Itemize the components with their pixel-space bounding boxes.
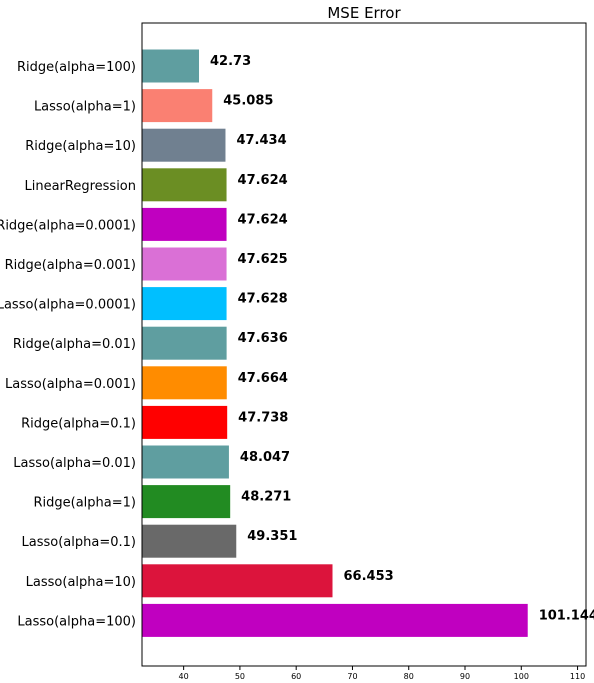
category-label-ridge-alpha-0-01: Ridge(alpha=0.01) [13,337,136,352]
x-tick-label-70: 70 [347,672,357,681]
bar-linearregression [142,168,227,202]
category-label-ridge-alpha-10: Ridge(alpha=10) [25,139,136,154]
bar-lasso-alpha-0-1 [142,524,237,558]
value-label-lasso-alpha-0-0001: 47.628 [238,292,288,307]
value-labels: 42.73 45.085 47.434 47.624 47.624 47.625 47.62… [210,54,594,623]
value-label-lasso-alpha-100: 101.144 [539,608,594,623]
bar-ridge-alpha-0-01 [142,326,227,360]
bar-ridge-alpha-0-0001 [142,207,227,241]
value-label-lasso-alpha-0-01: 48.047 [240,450,290,465]
bar-ridge-alpha-0-1 [142,405,228,439]
bars-layer [142,49,528,637]
category-label-lasso-alpha-0-01: Lasso(alpha=0.01) [13,456,136,471]
bar-lasso-alpha-1 [142,89,213,123]
category-label-lasso-alpha-100: Lasso(alpha=100) [17,614,136,629]
bar-ridge-alpha-0-001 [142,247,227,281]
bar-ridge-alpha-100 [142,49,200,83]
bar-ridge-alpha-10 [142,128,226,162]
value-label-ridge-alpha-0-01: 47.636 [238,331,288,346]
bar-lasso-alpha-0-0001 [142,287,227,321]
value-label-ridge-alpha-10: 47.434 [236,133,286,148]
category-label-lasso-alpha-0-0001: Lasso(alpha=0.0001) [0,298,136,313]
x-tick-label-80: 80 [404,672,414,681]
category-label-ridge-alpha-0-0001: Ridge(alpha=0.0001) [0,218,136,233]
category-labels: Ridge(alpha=100) Lasso(alpha=1) Ridge(alph… [0,60,136,629]
chart-title: MSE Error [327,4,401,22]
x-tick-label-90: 90 [460,672,470,681]
bar-ridge-alpha-1 [142,485,231,519]
value-label-lasso-alpha-0-1: 49.351 [247,529,297,544]
value-label-ridge-alpha-1: 48.271 [241,490,291,505]
value-label-linearregression: 47.624 [238,173,288,188]
value-label-lasso-alpha-0-001: 47.664 [238,371,288,386]
bar-lasso-alpha-0-01 [142,445,229,479]
category-label-ridge-alpha-1: Ridge(alpha=1) [34,496,137,511]
category-label-ridge-alpha-0-001: Ridge(alpha=0.001) [5,258,136,273]
x-tick-label-100: 100 [514,672,529,681]
x-tick-label-60: 60 [291,672,301,681]
category-label-lasso-alpha-0-001: Lasso(alpha=0.001) [5,377,136,392]
category-label-lasso-alpha-0-1: Lasso(alpha=0.1) [22,535,136,550]
x-tick-label-110: 110 [570,672,585,681]
value-label-lasso-alpha-10: 66.453 [344,569,394,584]
category-label-ridge-alpha-0-1: Ridge(alpha=0.1) [21,416,136,431]
x-tick-label-40: 40 [179,672,189,681]
category-label-lasso-alpha-1: Lasso(alpha=1) [34,100,136,115]
category-label-ridge-alpha-100: Ridge(alpha=100) [17,60,136,75]
value-label-ridge-alpha-0-001: 47.625 [238,252,288,267]
plot-frame [141,22,587,667]
value-label-ridge-alpha-0-0001: 47.624 [238,212,288,227]
value-label-ridge-alpha-100: 42.73 [210,54,251,69]
x-axis-ticks: 40 50 60 70 80 90 100 110 [179,666,585,681]
value-label-ridge-alpha-0-1: 47.738 [238,410,288,425]
value-label-lasso-alpha-1: 45.085 [223,94,273,109]
bar-lasso-alpha-0-001 [142,366,227,400]
bar-lasso-alpha-100 [142,603,528,637]
category-label-linearregression: LinearRegression [24,179,136,194]
category-label-lasso-alpha-10: Lasso(alpha=10) [26,575,136,590]
x-tick-label-50: 50 [235,672,245,681]
bar-lasso-alpha-10 [142,564,333,598]
